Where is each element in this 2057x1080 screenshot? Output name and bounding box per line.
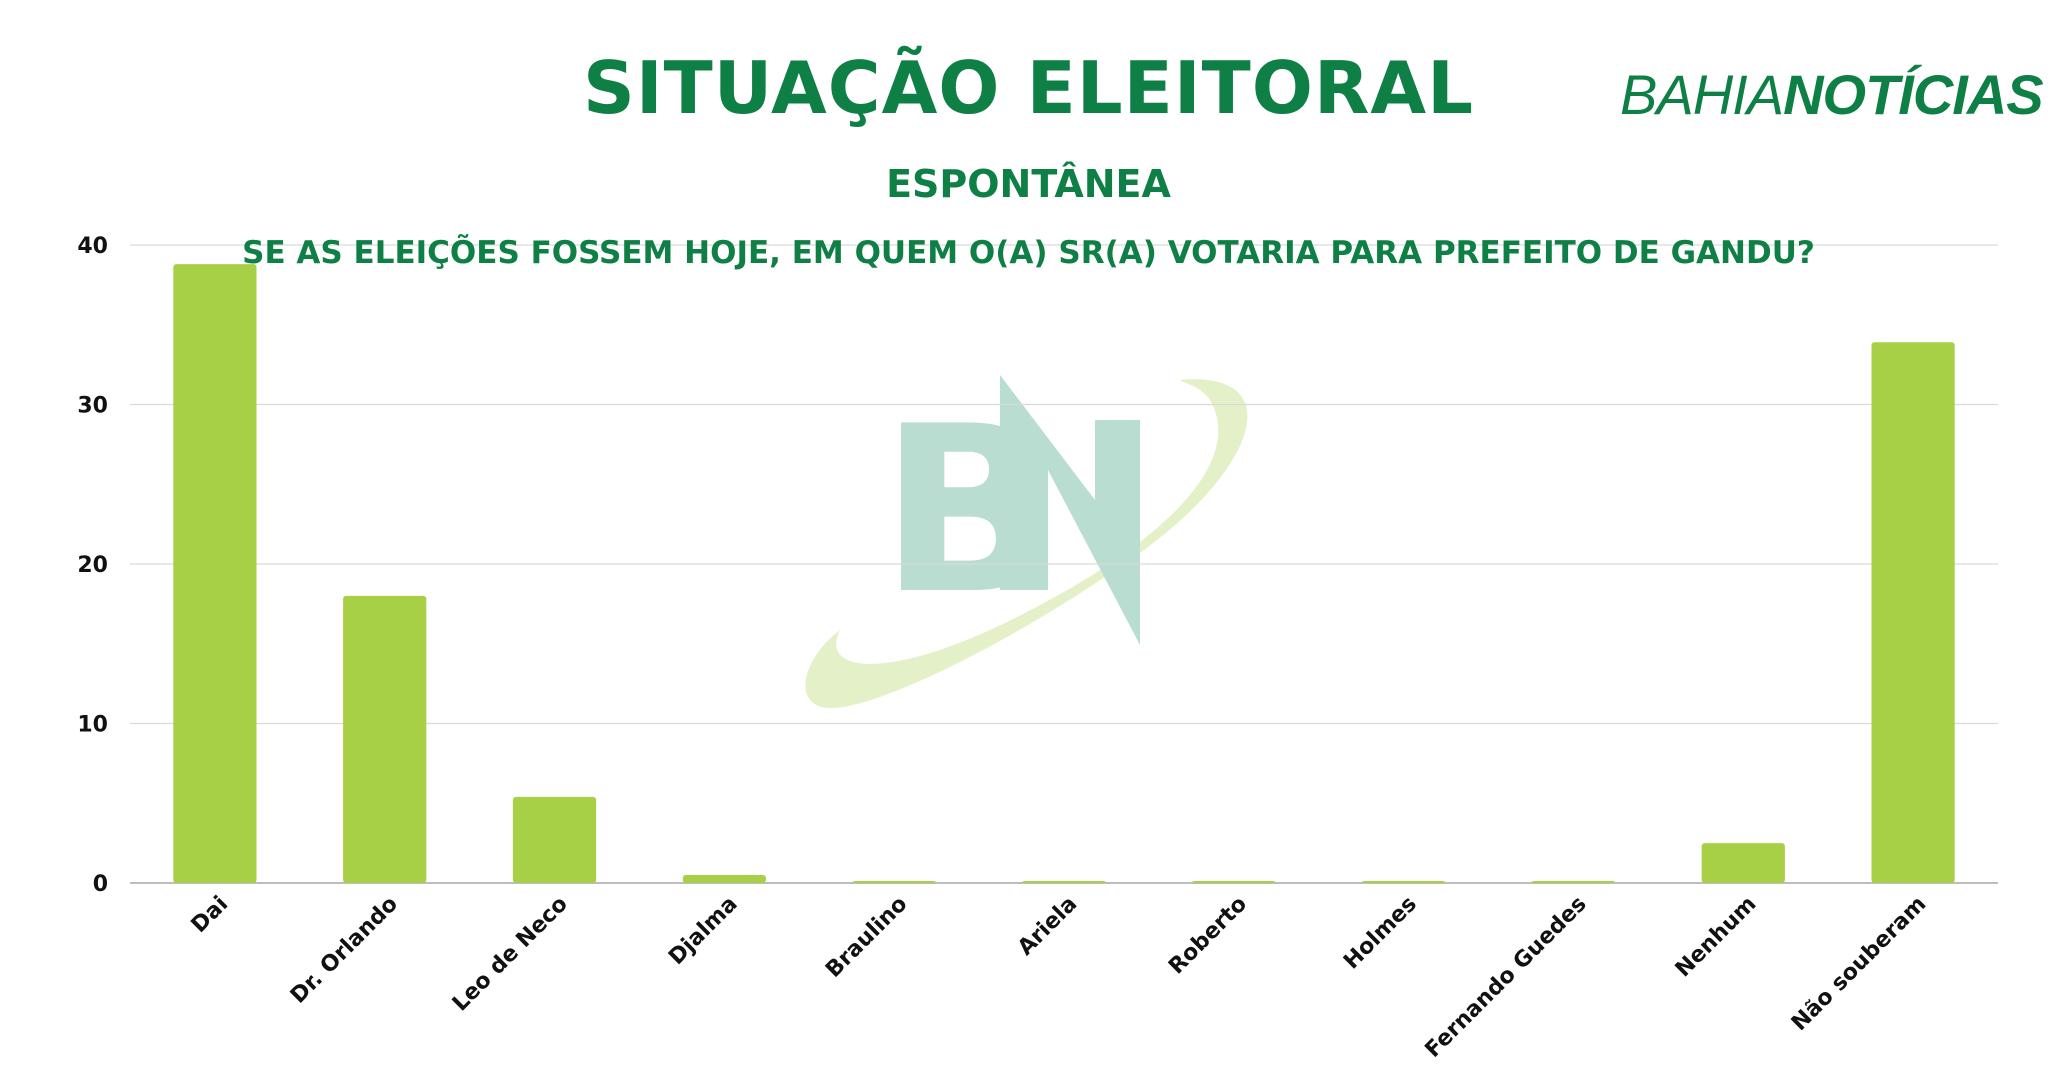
bar — [682, 875, 766, 883]
x-tick-label: Ariela — [1013, 892, 1082, 961]
bar — [1531, 881, 1616, 883]
bar — [852, 881, 936, 883]
x-tick-label: Roberto — [1164, 892, 1252, 980]
y-tick-label: 0 — [93, 872, 108, 897]
bar — [1701, 843, 1785, 883]
y-axis: 0 10 20 30 40 — [77, 234, 108, 897]
y-tick-label: 10 — [77, 713, 108, 738]
y-tick-label: 40 — [77, 234, 108, 259]
bar — [1022, 881, 1106, 883]
bar — [1871, 342, 1955, 883]
bar — [173, 264, 257, 883]
bar — [1362, 881, 1446, 883]
page-title: SITUAÇÃO ELEITORAL — [583, 46, 1474, 130]
x-tick-label: Dr. Orlando — [286, 892, 403, 1009]
x-tick-label: Braulino — [821, 892, 912, 983]
x-tick-label: Djalma — [664, 892, 742, 970]
bar — [1192, 881, 1276, 883]
x-tick-label: Fernando Guedes — [1421, 892, 1592, 1063]
x-axis: Dai Dr. Orlando Leo de Neco Djalma Braulino A… — [187, 892, 1932, 1063]
brand-logo: BAHIANOTÍCIAS — [1620, 62, 2044, 127]
y-tick-label: 20 — [77, 553, 108, 578]
y-tick-label: 30 — [77, 394, 108, 419]
watermark-swoosh — [805, 379, 1248, 709]
x-tick-label: Nenhum — [1671, 892, 1762, 983]
x-tick-label: Dai — [187, 892, 233, 938]
x-tick-label: Leo de Neco — [448, 892, 573, 1017]
bn-watermark-logo: B — [805, 375, 1248, 709]
bar — [512, 796, 597, 883]
bar — [343, 595, 427, 883]
brand-logo-bold: NOTÍCIAS — [1783, 63, 2044, 126]
page-subtitle: ESPONTÂNEA — [886, 162, 1171, 206]
x-tick-label: Não souberam — [1787, 892, 1931, 1036]
survey-question: SE AS ELEIÇÕES FOSSEM HOJE, EM QUEM O(A)… — [242, 235, 1815, 271]
bars — [173, 264, 1955, 883]
watermark-n-shape — [1000, 375, 1140, 645]
x-tick-label: Holmes — [1339, 892, 1422, 975]
brand-logo-light: BAHIA — [1620, 63, 1784, 126]
